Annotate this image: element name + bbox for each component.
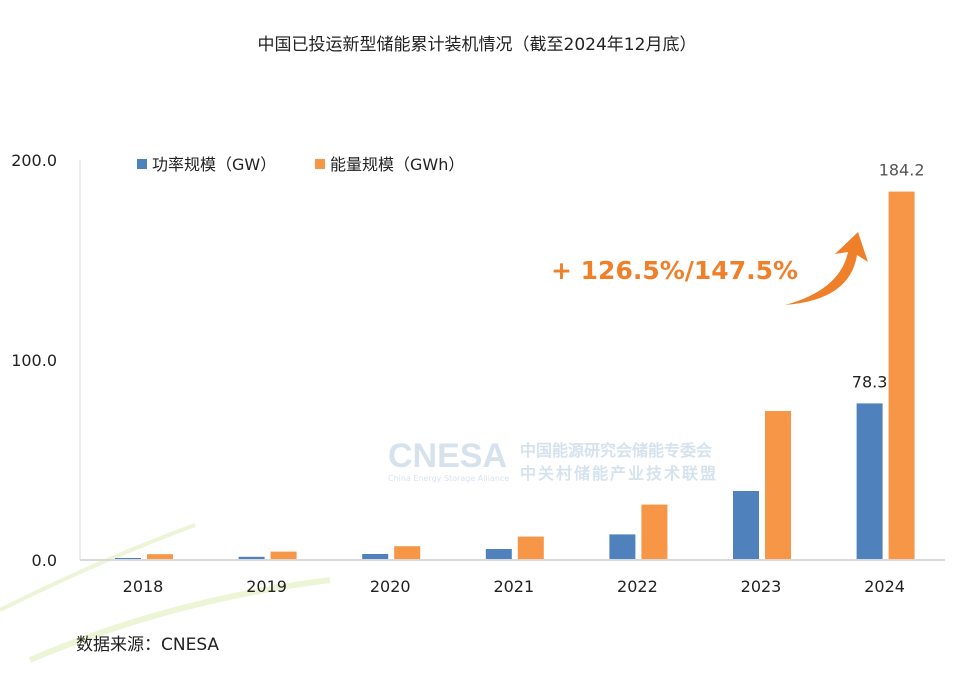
- x-tick-label: 2018: [123, 577, 164, 596]
- bar-energy-2023: [765, 411, 791, 560]
- decor-lines: [0, 523, 331, 663]
- growth-annotation: + 126.5%/147.5%: [551, 256, 798, 285]
- y-tick-label: 0.0: [32, 551, 57, 570]
- y-tick-label: 100.0: [11, 351, 57, 370]
- watermark: CNESA China Energy Storage Alliance 中国能源…: [388, 437, 718, 483]
- bar-energy-2024: [888, 191, 915, 560]
- x-tick-label: 2022: [617, 577, 658, 596]
- y-tick-label: 200.0: [11, 151, 57, 170]
- x-tick-label: 2023: [741, 577, 782, 596]
- growth-arrow-icon: [785, 232, 868, 305]
- bar-power-2024: [856, 403, 883, 560]
- bar-energy-2019: [270, 551, 297, 560]
- bar-power-2022: [609, 534, 636, 560]
- bar-energy-2021: [517, 536, 544, 560]
- bar-power-2023: [733, 491, 759, 560]
- bar-power-2020: [362, 554, 389, 560]
- x-tick-label: 2020: [370, 577, 411, 596]
- watermark-sub: China Energy Storage Alliance: [388, 474, 509, 483]
- bar-energy-2018: [147, 554, 173, 560]
- bar-energy-2020: [394, 546, 421, 560]
- bar-power-2019: [238, 556, 265, 560]
- watermark-logo: CNESA: [388, 437, 507, 475]
- x-tick-label: 2019: [246, 577, 287, 596]
- bar-power-2021: [485, 549, 512, 560]
- x-tick-label: 2021: [493, 577, 534, 596]
- data-label-energy-2024: 184.2: [879, 161, 925, 180]
- legend-swatch: [137, 159, 147, 169]
- data-label-power-2024: 78.3: [852, 372, 888, 391]
- legend-label: 功率规模（GW）: [152, 155, 276, 174]
- legend-swatch: [315, 159, 325, 169]
- watermark-line2: 中关村储能产业技术联盟: [520, 464, 718, 483]
- chart-title: 中国已投运新型储能累计装机情况（截至2024年12月底）: [257, 35, 697, 55]
- watermark-line1: 中国能源研究会储能专委会: [520, 441, 712, 460]
- legend-label: 能量规模（GWh）: [330, 155, 464, 174]
- bar-energy-2022: [641, 504, 668, 560]
- data-source: 数据来源：CNESA: [76, 635, 220, 655]
- x-tick-label: 2024: [864, 577, 905, 596]
